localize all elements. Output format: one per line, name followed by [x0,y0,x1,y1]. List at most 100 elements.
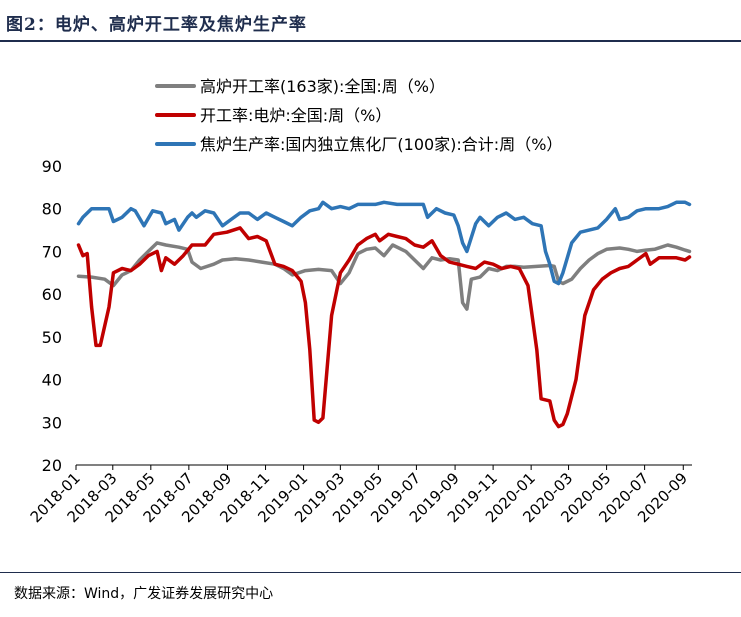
data-point [509,265,512,268]
data-point [121,216,123,219]
data-point [553,419,555,421]
data-point [160,269,163,272]
data-point [553,265,555,268]
data-point [562,282,564,285]
figure-title: 图2：电炉、高炉开工率及焦炉生产率 [6,15,307,35]
data-point [531,222,534,225]
data-point [588,229,590,231]
y-tick-label: 30 [42,413,62,432]
data-point [666,244,669,246]
data-point [413,244,416,246]
data-point [108,306,110,308]
data-point [549,263,551,266]
data-point [138,263,141,266]
data-point [90,306,93,308]
data-point [130,207,132,210]
data-point [453,214,455,216]
data-point [191,261,193,263]
data-point [426,216,429,219]
data-point [309,210,311,212]
data-point [90,207,93,210]
y-tick-label: 40 [42,371,62,390]
data-point [605,248,608,251]
data-point [304,269,307,272]
data-point [457,259,460,261]
data-point [466,250,468,253]
data-point [413,203,416,206]
data-point [448,261,451,263]
data-point [514,218,516,221]
data-point [112,220,115,223]
data-point [444,212,446,214]
data-point [645,249,647,251]
data-point [77,222,80,225]
data-point [357,252,359,255]
data-point [527,284,529,287]
data-point [627,216,630,219]
data-point [597,252,599,255]
data-point [540,398,542,400]
data-point [496,216,499,219]
data-point [191,212,193,214]
data-point [675,201,678,204]
data-point [274,216,276,219]
data-point [684,249,686,251]
data-point [247,259,250,261]
data-point [575,378,577,381]
data-point [466,308,468,310]
data-point [374,247,377,249]
data-point [330,207,333,210]
data-point [645,252,647,255]
legend-label: 开工率:电炉:全国:周（%） [200,106,391,125]
series-lines [76,200,692,429]
data-point [230,218,232,221]
data-point [213,233,215,236]
data-point [191,244,193,246]
data-point [584,314,586,317]
data-point [688,203,691,206]
data-point [405,237,407,240]
data-point [675,246,678,248]
data-point [422,246,425,248]
data-point [557,425,560,428]
data-point [121,274,123,276]
data-point [645,207,647,210]
data-point [357,203,359,206]
data-point [160,212,163,214]
data-point [309,348,311,351]
data-point [213,212,215,214]
data-point [431,240,433,242]
data-point [330,314,333,317]
data-point [348,272,350,274]
data-point [684,201,686,204]
data-point [82,254,84,257]
data-point [90,276,93,278]
data-point [492,263,494,266]
data-point [597,227,599,229]
data-point [121,267,123,270]
data-point [265,212,268,214]
data-point [108,207,110,210]
data-point [627,248,630,251]
data-point [522,216,525,219]
data-point [147,250,150,253]
data-point [95,344,97,347]
data-point [247,212,250,214]
data-point [396,235,398,238]
data-point [474,267,477,270]
data-point [365,248,368,251]
data-point [256,235,259,238]
data-point [221,225,224,227]
data-point [138,259,141,261]
data-point [562,423,564,426]
data-point [566,412,569,415]
data-point [658,207,660,210]
y-tick-label: 90 [42,157,62,176]
data-point [505,212,508,214]
data-point [457,263,460,266]
data-point [151,210,154,212]
data-point [474,222,477,225]
data-point [147,254,150,257]
data-point [636,210,638,212]
data-point [439,254,442,257]
